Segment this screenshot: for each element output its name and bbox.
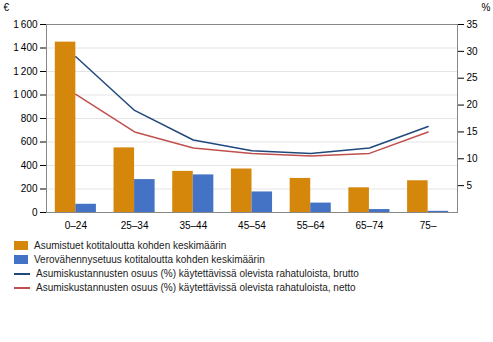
svg-text:20: 20	[467, 99, 479, 110]
svg-text:1 000: 1 000	[13, 89, 38, 100]
svg-text:0–24: 0–24	[65, 220, 88, 231]
svg-text:%: %	[482, 2, 491, 13]
svg-text:45–54: 45–54	[238, 220, 266, 231]
svg-text:1 200: 1 200	[13, 66, 38, 77]
svg-text:75–: 75–	[420, 220, 437, 231]
svg-text:200: 200	[21, 183, 38, 194]
svg-text:0: 0	[32, 207, 38, 218]
svg-text:600: 600	[21, 136, 38, 147]
svg-text:65–74: 65–74	[356, 220, 384, 231]
svg-text:25: 25	[467, 72, 479, 83]
html-text:Asumiskustannusten osuus (%) k: Asumiskustannusten osuus (%) käytettävis…	[36, 282, 356, 293]
svg-text:5: 5	[467, 180, 473, 191]
svg-text:35–44: 35–44	[179, 220, 207, 231]
svg-text:55–64: 55–64	[297, 220, 325, 231]
svg-text:35: 35	[467, 19, 479, 30]
svg-text:800: 800	[21, 113, 38, 124]
svg-text:10: 10	[467, 153, 479, 164]
svg-text:1 400: 1 400	[13, 42, 38, 53]
html-text:Verovähennysetuus kotitaloutta: Verovähennysetuus kotitaloutta kohden ke…	[34, 254, 265, 265]
html-text:Asumiskustannusten osuus (%) k: Asumiskustannusten osuus (%) käytettävis…	[36, 268, 359, 279]
svg-text:1 600: 1 600	[13, 19, 38, 30]
svg-text:€: €	[4, 2, 10, 13]
svg-text:30: 30	[467, 46, 479, 57]
html-text:Asumistuet kotitaloutta kohden: Asumistuet kotitaloutta kohden keskimäär…	[34, 240, 227, 251]
svg-text:400: 400	[21, 160, 38, 171]
svg-text:15: 15	[467, 126, 479, 137]
svg-text:25–34: 25–34	[121, 220, 149, 231]
